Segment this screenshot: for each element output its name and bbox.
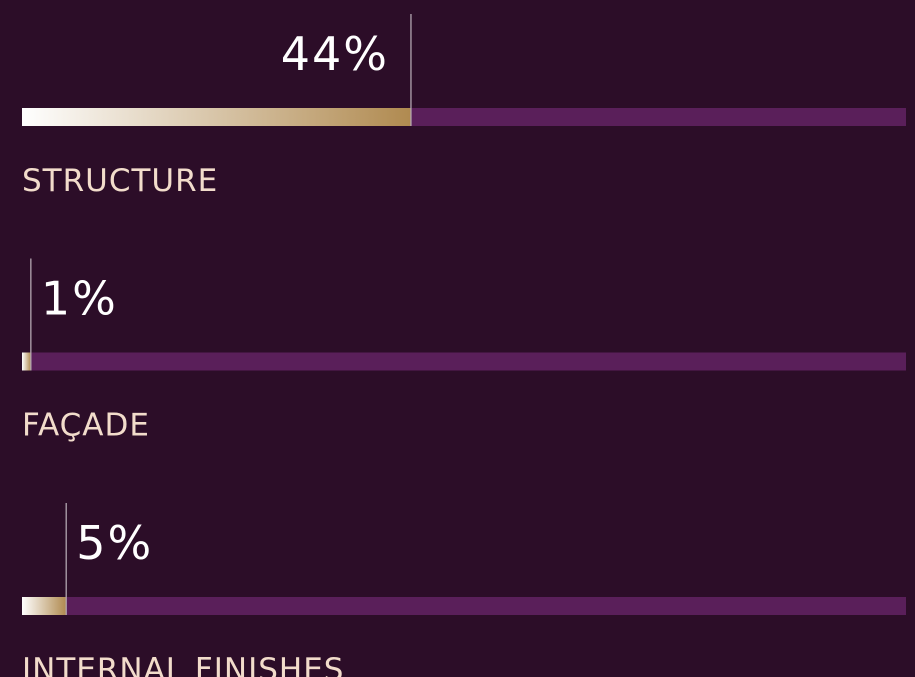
progress-fill xyxy=(22,352,31,371)
progress-fill xyxy=(22,597,67,615)
category-label: STRUCTURE xyxy=(22,163,218,199)
category-label: FAÇADE xyxy=(22,408,150,444)
value-label: 5% xyxy=(76,516,153,570)
category-label: INTERNAL FINISHES xyxy=(22,652,344,677)
value-label: 1% xyxy=(41,272,118,326)
value-label: 44% xyxy=(281,27,389,81)
track xyxy=(22,352,906,371)
track xyxy=(22,597,906,615)
progress-fill xyxy=(22,108,411,126)
